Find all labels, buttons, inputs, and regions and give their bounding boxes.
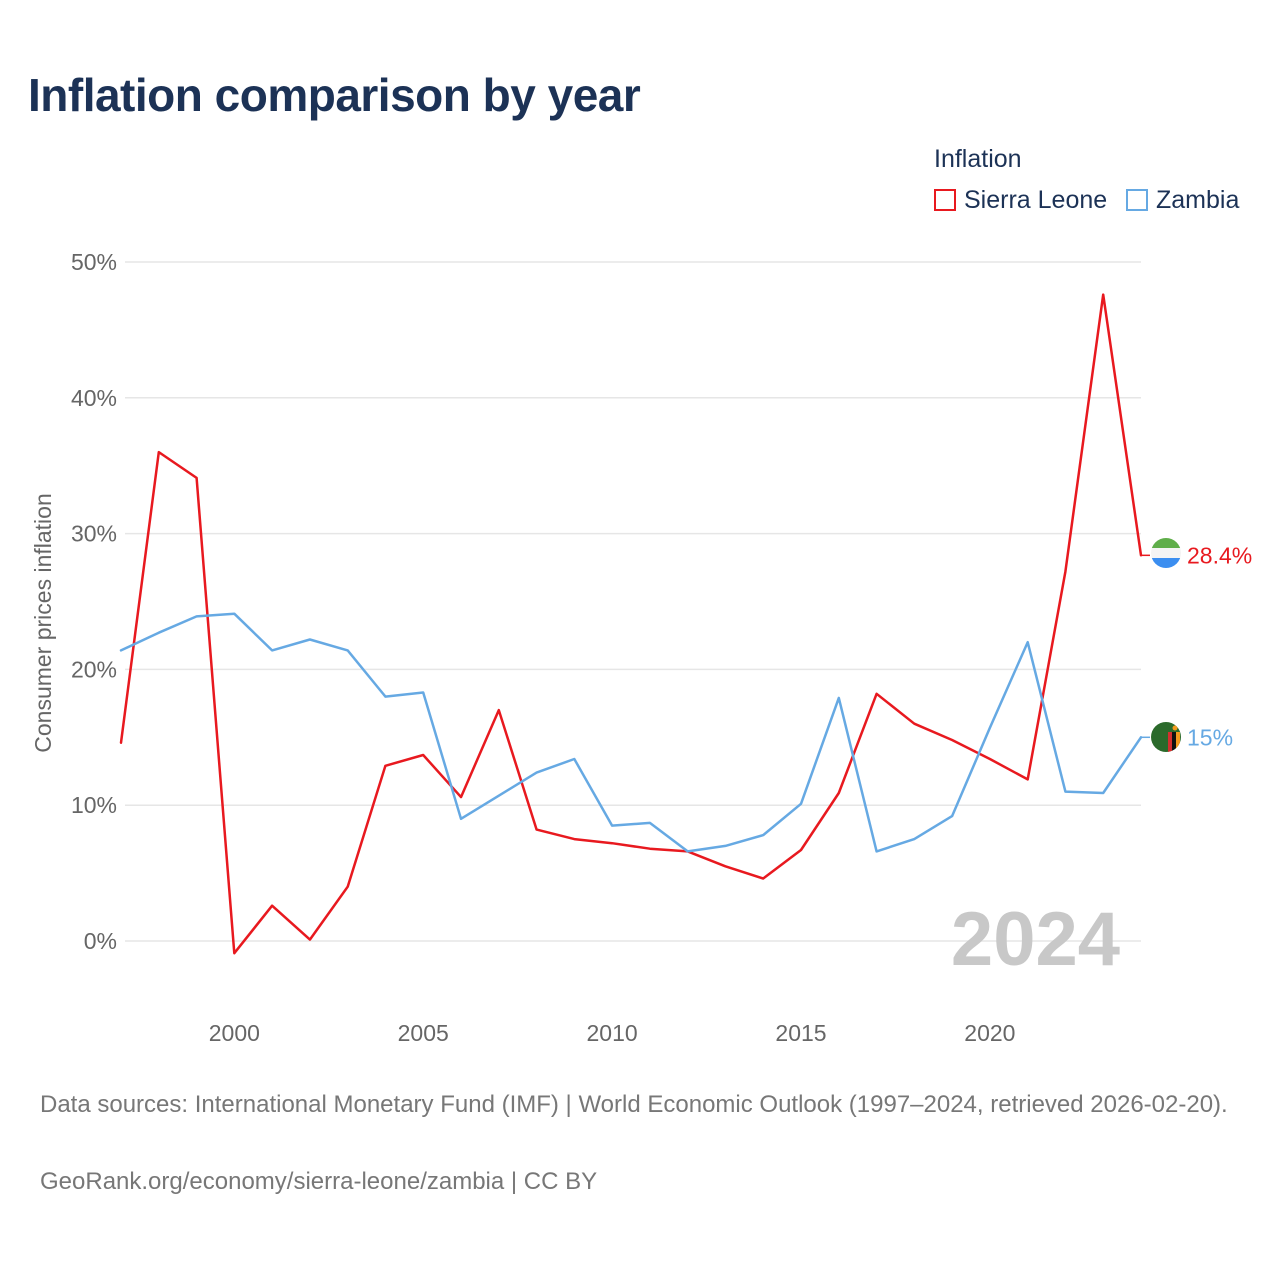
y-tick-label: 0%: [84, 928, 117, 954]
y-tick-label: 40%: [71, 385, 117, 411]
y-tick-label: 20%: [71, 656, 117, 682]
line-chart: 0% 10% 20% 30% 40% 50% 2000 2005 2010 2015 2020 2…: [30, 249, 1252, 1046]
y-tick-label: 30%: [71, 521, 117, 547]
x-tick-label: 2020: [964, 1020, 1015, 1046]
y-axis-ticks: 0% 10% 20% 30% 40% 50%: [71, 249, 117, 954]
zambia-flag-icon: [1151, 722, 1181, 752]
end-labels: 28.4% 15%: [1141, 542, 1252, 750]
legend-item-sierra-leone[interactable]: Sierra Leone: [934, 186, 1107, 214]
legend-label-zambia: Zambia: [1156, 185, 1240, 214]
y-axis-label: Consumer prices inflation: [30, 493, 56, 753]
gridlines: [125, 261, 1141, 942]
x-tick-label: 2010: [587, 1020, 638, 1046]
legend-swatch-zambia: [1126, 189, 1148, 211]
legend-label-sierra-leone: Sierra Leone: [964, 185, 1108, 214]
x-tick-label: 2015: [775, 1020, 826, 1046]
end-value-label: 28.4%: [1187, 542, 1252, 568]
series-lines: [119, 293, 1143, 955]
x-tick-label: 2005: [398, 1020, 449, 1046]
data-sources: Data sources: International Monetary Fun…: [40, 1091, 1228, 1118]
year-watermark: 2024: [951, 897, 1120, 982]
series-line-zambia: [119, 612, 1143, 853]
x-tick-label: 2000: [209, 1020, 260, 1046]
legend-title: Inflation: [934, 145, 1022, 173]
credit-line: GeoRank.org/economy/sierra-leone/zambia …: [40, 1168, 598, 1195]
y-tick-label: 10%: [71, 792, 117, 818]
end-value-label: 15%: [1187, 724, 1233, 750]
series-line-sierra-leone: [119, 293, 1143, 955]
legend-swatch-sierra-leone: [934, 189, 956, 211]
legend-item-zambia[interactable]: Zambia: [1126, 186, 1239, 214]
sierra-leone-flag-icon: [1151, 538, 1181, 568]
x-axis-ticks: 2000 2005 2010 2015 2020: [209, 1020, 1016, 1046]
y-tick-label: 50%: [71, 249, 117, 275]
chart-title: Inflation comparison by year: [28, 69, 641, 121]
